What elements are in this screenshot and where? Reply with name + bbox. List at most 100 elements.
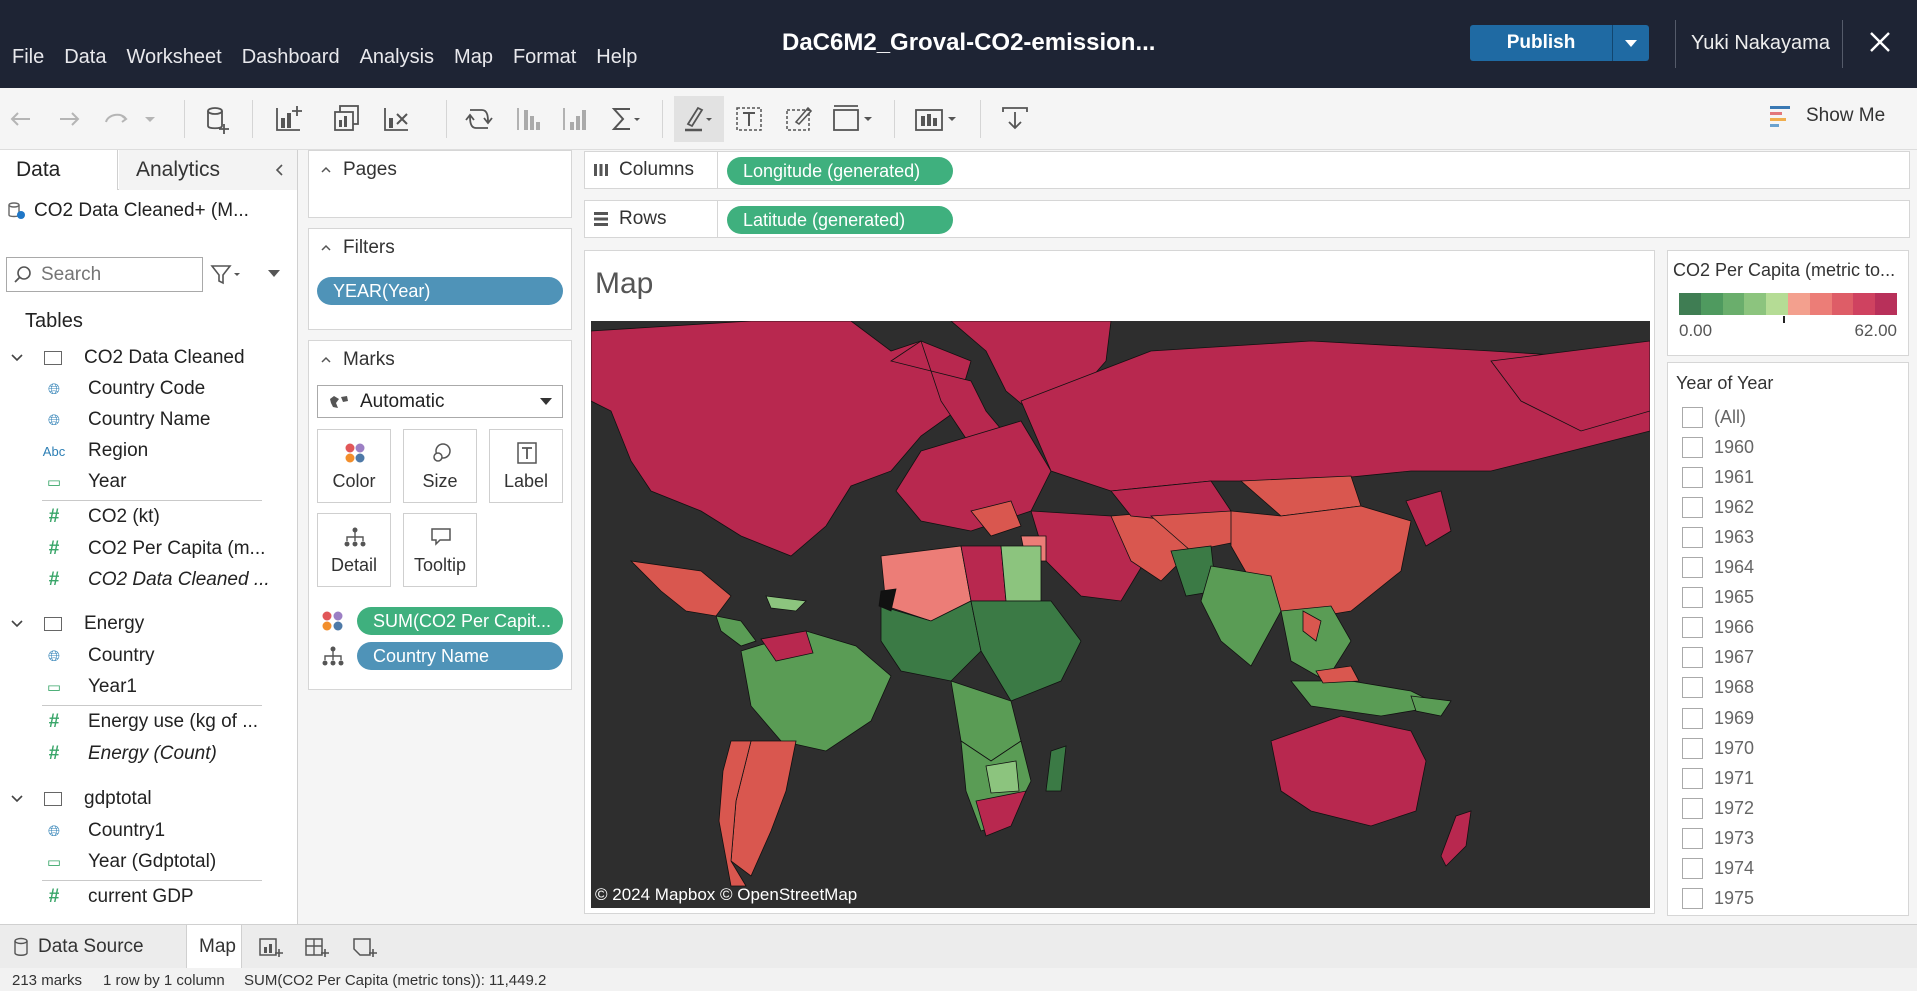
menu-worksheet[interactable]: Worksheet: [126, 46, 222, 68]
menu-map[interactable]: Map: [454, 46, 493, 68]
region-egypt[interactable]: [1000, 545, 1042, 602]
year-filter-option[interactable]: 1975: [1682, 887, 1754, 911]
new-worksheet-icon[interactable]: [258, 935, 284, 959]
new-data-source-icon[interactable]: [200, 102, 234, 136]
field-country-code[interactable]: 🌐︎ Country Code: [42, 375, 205, 403]
checkbox[interactable]: [1682, 617, 1703, 639]
detail-field-pill[interactable]: Country Name: [357, 642, 563, 670]
color-field-pill[interactable]: SUM(CO2 Per Capit...: [357, 607, 563, 635]
checkbox[interactable]: [1682, 466, 1703, 488]
field-current-gdp[interactable]: # current GDP: [42, 883, 194, 911]
table-co2-data-cleaned[interactable]: CO2 Data Cleaned: [10, 344, 245, 372]
checkbox[interactable]: [1682, 496, 1703, 518]
region-western-sahara[interactable]: [878, 588, 897, 612]
region-west-africa[interactable]: [880, 600, 982, 682]
checkbox[interactable]: [1682, 797, 1703, 819]
field-country1[interactable]: 🌐︎ Country1: [42, 817, 165, 845]
table-energy[interactable]: Energy: [10, 610, 144, 638]
menu-data[interactable]: Data: [64, 46, 107, 68]
show-me-button[interactable]: Show Me: [1770, 104, 1885, 128]
field-year[interactable]: ▭ Year: [42, 468, 126, 496]
year-filter-option[interactable]: 1967: [1682, 646, 1754, 670]
checkbox[interactable]: [1682, 707, 1703, 729]
sort-ascending-icon[interactable]: [510, 102, 544, 136]
tab-data-source[interactable]: Data Source: [0, 925, 184, 969]
region-southeast-asia[interactable]: [1280, 605, 1352, 682]
field-energy-use[interactable]: # Energy use (kg of ...: [42, 708, 258, 736]
duplicate-sheet-icon[interactable]: [330, 102, 364, 136]
tab-data[interactable]: Data: [0, 150, 118, 190]
region-australia[interactable]: [1270, 715, 1427, 827]
checkbox[interactable]: [1682, 677, 1703, 699]
menu-file[interactable]: File: [12, 46, 45, 68]
new-story-icon[interactable]: [352, 935, 378, 959]
publish-button[interactable]: Publish: [1470, 25, 1613, 61]
checkbox[interactable]: [1682, 526, 1703, 548]
color-mark-button[interactable]: Color: [317, 429, 391, 503]
region-south-africa[interactable]: [975, 790, 1027, 837]
redo-icon[interactable]: [52, 102, 86, 136]
text-box-icon[interactable]: [732, 102, 766, 136]
undo-icon[interactable]: [4, 102, 38, 136]
checkbox[interactable]: [1682, 436, 1703, 458]
field-country[interactable]: 🌐︎ Country: [42, 642, 155, 670]
fit-icon[interactable]: [830, 102, 876, 136]
region-venezuela[interactable]: [760, 630, 814, 662]
search-input[interactable]: [41, 263, 191, 286]
user-name[interactable]: Yuki Nakayama: [1691, 32, 1830, 54]
region-botswana[interactable]: [985, 760, 1020, 794]
size-mark-button[interactable]: Size: [403, 429, 477, 503]
region-malaysia[interactable]: [1315, 665, 1360, 684]
field-co2-per-capita[interactable]: # CO2 Per Capita (m...: [42, 535, 266, 563]
region-balkans[interactable]: [970, 500, 1022, 537]
region-papua[interactable]: [1410, 695, 1452, 717]
checkbox[interactable]: [1682, 587, 1703, 609]
label-mark-button[interactable]: Label: [489, 429, 563, 503]
highlight-button-bg[interactable]: [674, 96, 724, 142]
region-caribbean[interactable]: [765, 595, 807, 612]
filters-card[interactable]: Filters YEAR(Year): [308, 228, 572, 330]
rows-shelf[interactable]: Rows Latitude (generated): [584, 200, 1910, 238]
filter-icon[interactable]: [210, 264, 242, 286]
columns-pill-longitude[interactable]: Longitude (generated): [727, 157, 953, 185]
checkbox[interactable]: [1682, 888, 1703, 910]
chevron-left-icon[interactable]: [274, 164, 286, 176]
totals-sigma-icon[interactable]: [606, 102, 640, 136]
field-country-name[interactable]: 🌐︎ Country Name: [42, 406, 211, 434]
publish-dropdown-button[interactable]: [1613, 25, 1649, 61]
menu-help[interactable]: Help: [596, 46, 638, 68]
detail-mark-button[interactable]: Detail: [317, 513, 391, 587]
region-east-africa[interactable]: [970, 600, 1082, 702]
replay-icon[interactable]: [100, 102, 134, 136]
field-region[interactable]: Abc Region: [42, 437, 148, 465]
year-filter-option[interactable]: 1965: [1682, 586, 1754, 610]
filter-pill-year[interactable]: YEAR(Year): [317, 277, 563, 305]
year-filter-option[interactable]: 1966: [1682, 616, 1754, 640]
year-filter-option[interactable]: 1962: [1682, 495, 1754, 519]
map-canvas[interactable]: [591, 321, 1650, 908]
clear-sheet-icon[interactable]: [380, 102, 414, 136]
region-central-america[interactable]: [715, 615, 757, 647]
pane-menu-button[interactable]: [268, 270, 280, 277]
columns-shelf[interactable]: Columns Longitude (generated): [584, 151, 1910, 189]
swap-rows-columns-icon[interactable]: [462, 102, 496, 136]
data-source-item[interactable]: CO2 Data Cleaned+ (M...: [6, 200, 296, 222]
sort-descending-icon[interactable]: [556, 102, 590, 136]
region-india[interactable]: [1200, 565, 1282, 667]
field-co2-kt[interactable]: # CO2 (kt): [42, 503, 160, 531]
highlight-icon[interactable]: [680, 102, 714, 136]
presentation-icon[interactable]: [912, 102, 960, 136]
checkbox[interactable]: [1682, 557, 1703, 578]
download-icon[interactable]: [998, 102, 1032, 136]
mark-type-select[interactable]: Automatic: [317, 385, 563, 418]
year-filter-option[interactable]: 1970: [1682, 736, 1754, 760]
tooltip-mark-button[interactable]: Tooltip: [403, 513, 477, 587]
menu-format[interactable]: Format: [512, 46, 577, 68]
region-chile[interactable]: [718, 740, 752, 887]
tab-map-sheet[interactable]: Map: [186, 925, 242, 969]
chevron-down-icon[interactable]: [140, 102, 160, 136]
checkbox[interactable]: [1682, 767, 1703, 789]
region-south-america-north[interactable]: [740, 630, 892, 752]
region-mexico[interactable]: [629, 560, 732, 617]
field-year1[interactable]: ▭ Year1: [42, 673, 137, 701]
